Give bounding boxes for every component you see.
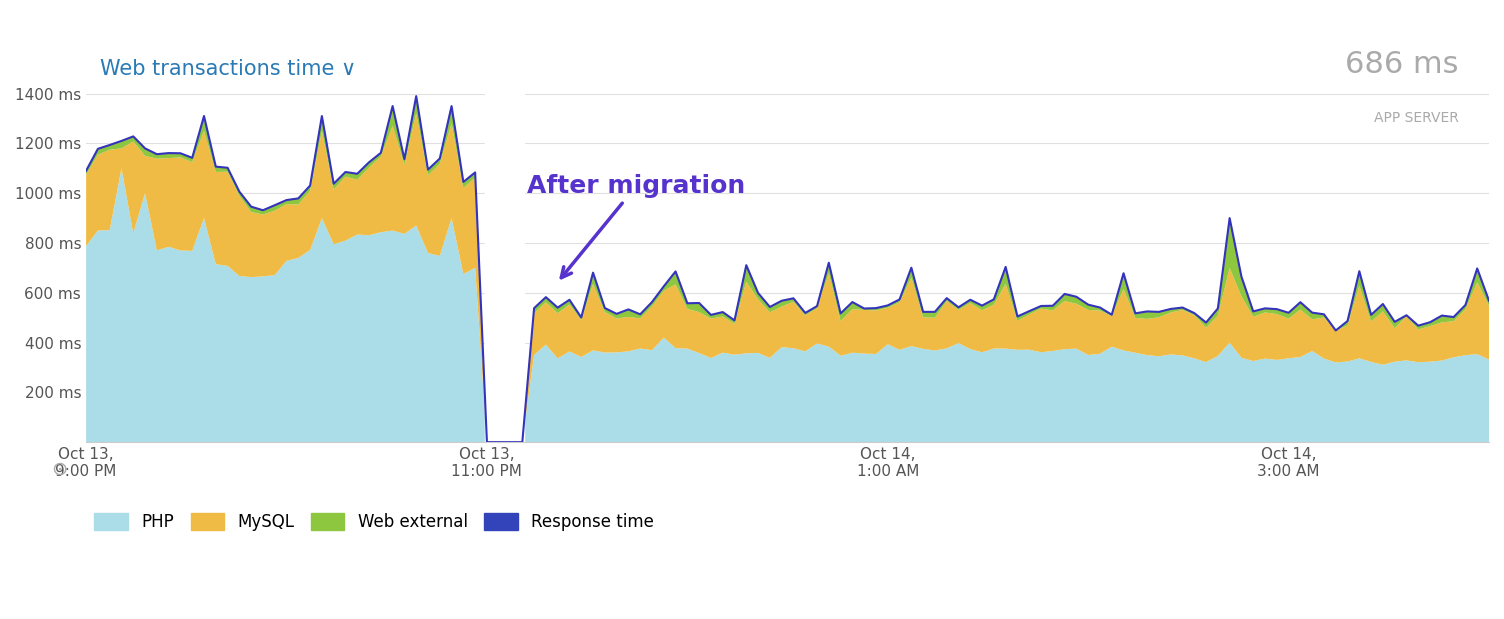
Bar — [484, 93, 525, 442]
Legend: PHP, MySQL, Web external, Response time: PHP, MySQL, Web external, Response time — [95, 513, 654, 532]
Text: ⊙: ⊙ — [51, 460, 68, 478]
Text: 686 ms: 686 ms — [1346, 50, 1459, 79]
Text: After migration: After migration — [526, 174, 746, 278]
Text: APP SERVER: APP SERVER — [1375, 111, 1459, 126]
Text: Web transactions time ∨: Web transactions time ∨ — [101, 59, 356, 79]
